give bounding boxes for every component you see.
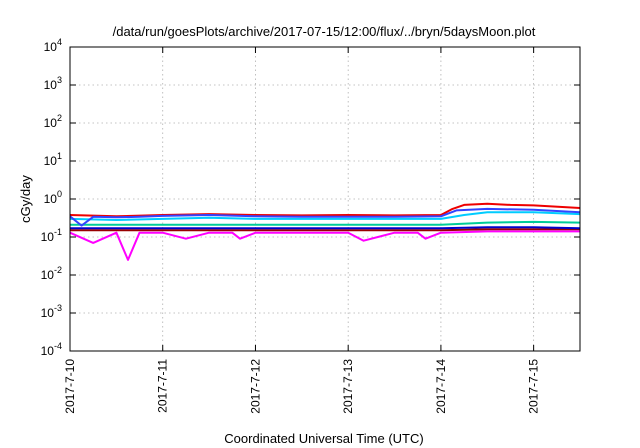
series-line-7	[69, 207, 581, 227]
y-tick-label: 10-2	[41, 265, 62, 282]
y-axis-label: cGy/day	[18, 175, 33, 223]
y-tick-label: 100	[44, 189, 62, 206]
y-tick-label: 103	[44, 75, 62, 92]
series-line-3	[70, 226, 581, 230]
x-tick-label: 2017-7-14	[434, 359, 448, 414]
series-line-5	[69, 211, 581, 221]
y-tick-label: 10-3	[41, 303, 62, 320]
x-axis: 2017-7-10 2017-7-11 2017-7-12 2017-7-13 2017…	[63, 47, 541, 414]
x-tick-label: 2017-7-12	[248, 359, 262, 414]
series-group	[69, 202, 581, 261]
series-line-4	[70, 220, 581, 226]
x-tick-label: 2017-7-15	[527, 359, 541, 414]
x-axis-label: Coordinated Universal Time (UTC)	[224, 431, 423, 446]
y-tick-label: 10-4	[41, 341, 62, 358]
x-tick-label: 2017-7-13	[341, 359, 355, 414]
x-tick-label: 2017-7-11	[156, 359, 170, 413]
grid	[70, 47, 580, 351]
y-axis: 10-4 10-3 10-2 10-1 100 101 102 103 104	[41, 37, 580, 358]
series-line-2	[70, 228, 580, 232]
x-tick-label: 2017-7-10	[63, 359, 77, 414]
y-tick-label: 101	[44, 151, 62, 168]
chart-title: /data/run/goesPlots/archive/2017-07-15/1…	[113, 24, 536, 39]
y-tick-label: 102	[44, 113, 62, 130]
y-tick-label: 10-1	[41, 227, 62, 244]
y-tick-label: 104	[44, 37, 62, 54]
series-line-1	[69, 230, 580, 261]
